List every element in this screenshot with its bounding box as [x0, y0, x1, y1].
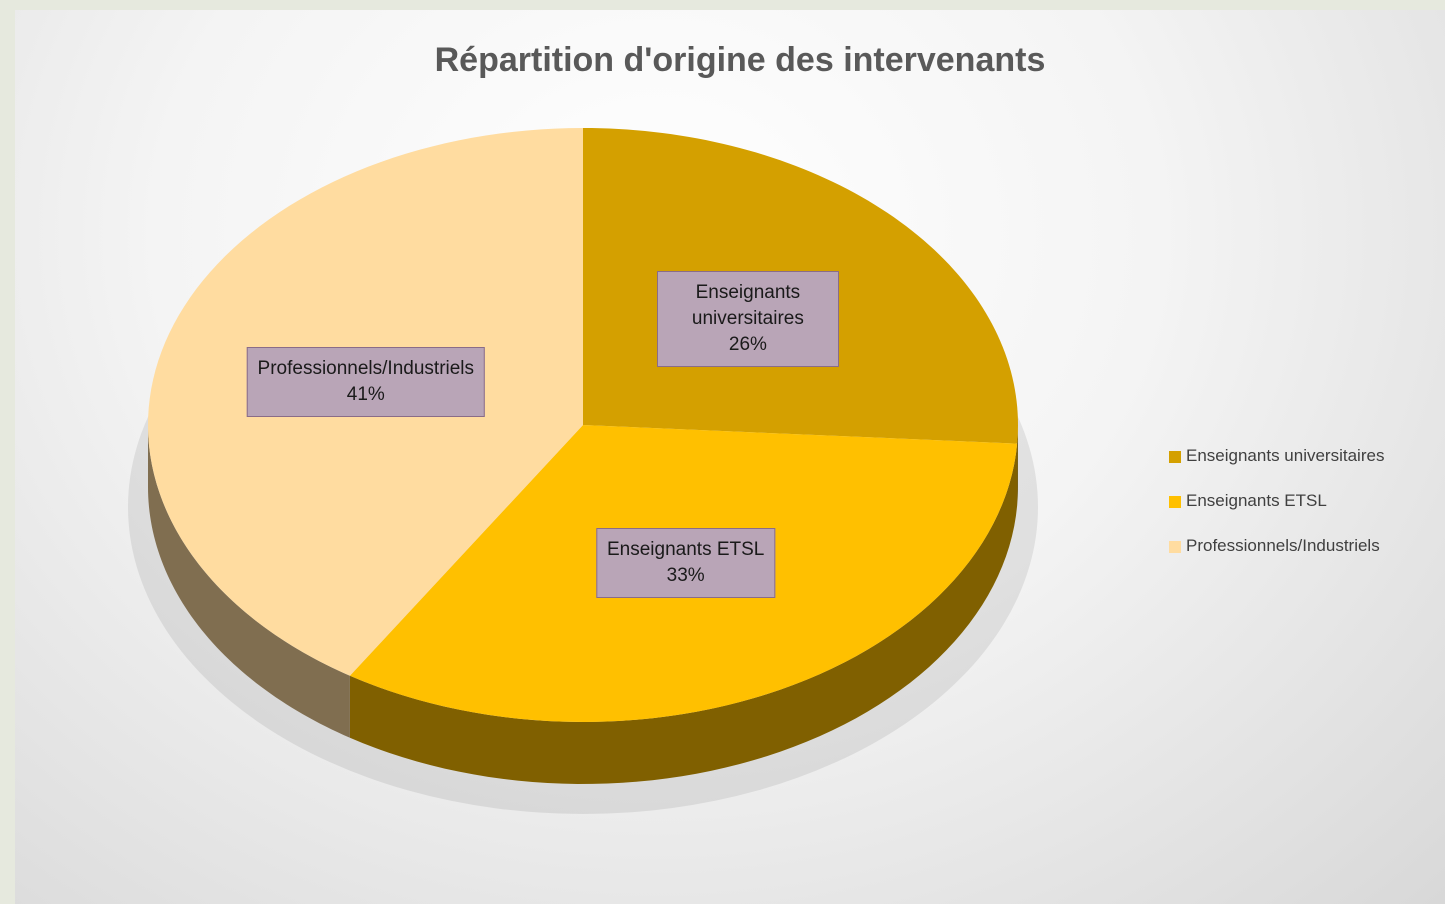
- data-label-category: Professionnels/Industriels: [257, 357, 475, 379]
- data-label-value: 26%: [728, 334, 767, 356]
- pie-side: [349, 443, 1018, 784]
- pie-side: [1017, 425, 1018, 506]
- chart-area: Répartition d'origine des intervenants E…: [15, 10, 1445, 904]
- data-label-value: 41%: [346, 383, 385, 405]
- pie-side: [148, 425, 350, 738]
- legend-label: Enseignants universitaires: [1186, 446, 1385, 465]
- data-label-value: 33%: [666, 564, 705, 586]
- data-label: Enseignants ETSL 33%: [596, 527, 776, 598]
- data-label: Enseignants universitaires 26%: [656, 271, 839, 368]
- legend-swatch: [1169, 496, 1181, 508]
- chart-title: Répartition d'origine des intervenants: [435, 41, 1046, 79]
- legend-swatch: [1169, 451, 1181, 463]
- legend-label: Enseignants ETSL: [1186, 491, 1327, 510]
- data-label-category: Enseignants ETSL: [607, 538, 765, 560]
- legend-label: Professionnels/Industriels: [1186, 536, 1380, 555]
- legend-swatch: [1169, 541, 1181, 553]
- data-label-category: Enseignants universitaires: [691, 282, 804, 330]
- data-label: Professionnels/Industriels 41%: [246, 346, 486, 417]
